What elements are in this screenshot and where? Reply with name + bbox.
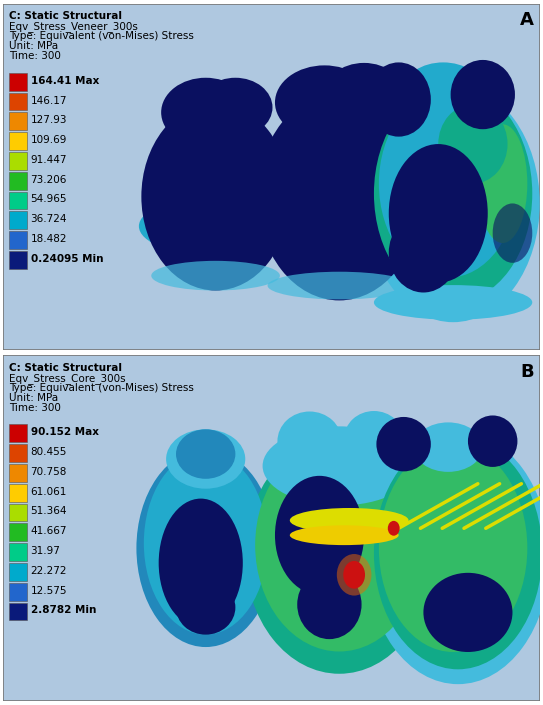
Ellipse shape <box>176 429 235 479</box>
Text: Time: 300: Time: 300 <box>9 51 61 61</box>
Text: C: Static Structural: C: Static Structural <box>9 11 122 21</box>
Ellipse shape <box>275 476 364 594</box>
Ellipse shape <box>166 429 245 489</box>
Bar <box>9 583 27 601</box>
Ellipse shape <box>198 78 273 137</box>
Text: Time: 300: Time: 300 <box>9 403 61 412</box>
Ellipse shape <box>344 411 403 465</box>
Ellipse shape <box>343 561 365 589</box>
Ellipse shape <box>139 197 292 256</box>
Ellipse shape <box>257 92 421 300</box>
Text: 41.667: 41.667 <box>30 526 67 537</box>
Text: 61.061: 61.061 <box>30 486 67 496</box>
Ellipse shape <box>297 570 362 639</box>
Ellipse shape <box>159 498 243 627</box>
Ellipse shape <box>252 199 426 263</box>
Ellipse shape <box>144 452 268 634</box>
Bar <box>9 172 27 190</box>
Ellipse shape <box>367 431 543 684</box>
Text: C: Static Structural: C: Static Structural <box>9 363 122 373</box>
Bar <box>9 231 27 249</box>
Text: 146.17: 146.17 <box>30 95 67 106</box>
Ellipse shape <box>468 415 517 467</box>
Text: 18.482: 18.482 <box>30 234 67 244</box>
Bar <box>9 251 27 269</box>
Ellipse shape <box>478 124 527 243</box>
Text: 12.575: 12.575 <box>30 586 67 596</box>
Ellipse shape <box>277 412 342 471</box>
Ellipse shape <box>337 554 371 596</box>
Bar <box>9 444 27 462</box>
Text: 90.152 Max: 90.152 Max <box>30 427 98 437</box>
Bar <box>9 212 27 229</box>
Ellipse shape <box>141 102 290 290</box>
Ellipse shape <box>136 449 275 647</box>
Ellipse shape <box>414 422 483 472</box>
Bar <box>9 92 27 111</box>
Text: 73.206: 73.206 <box>30 175 67 185</box>
Ellipse shape <box>374 285 532 320</box>
Ellipse shape <box>438 104 508 183</box>
Ellipse shape <box>151 261 280 290</box>
Text: 80.455: 80.455 <box>30 447 67 457</box>
Ellipse shape <box>290 525 399 545</box>
Ellipse shape <box>176 580 235 634</box>
Ellipse shape <box>255 439 424 651</box>
Ellipse shape <box>389 214 458 293</box>
Bar <box>9 73 27 91</box>
Text: 70.758: 70.758 <box>30 467 67 477</box>
Text: 164.41 Max: 164.41 Max <box>30 75 99 86</box>
Text: 0.24095 Min: 0.24095 Min <box>30 254 103 264</box>
Text: 2.8782 Min: 2.8782 Min <box>30 606 96 615</box>
Text: 91.447: 91.447 <box>30 155 67 165</box>
Text: 51.364: 51.364 <box>30 506 67 517</box>
Ellipse shape <box>268 271 411 300</box>
Ellipse shape <box>275 66 374 140</box>
Ellipse shape <box>161 78 250 147</box>
Bar <box>9 192 27 209</box>
Ellipse shape <box>451 60 515 129</box>
Ellipse shape <box>388 521 400 536</box>
Bar <box>9 112 27 130</box>
Bar <box>9 503 27 522</box>
Ellipse shape <box>374 436 542 669</box>
Ellipse shape <box>322 63 406 132</box>
Ellipse shape <box>376 417 431 472</box>
Text: 54.965: 54.965 <box>30 195 67 204</box>
Text: Eqv_Stress_Veneer_300s: Eqv_Stress_Veneer_300s <box>9 21 137 32</box>
Ellipse shape <box>367 85 540 322</box>
Ellipse shape <box>367 63 431 137</box>
Ellipse shape <box>424 573 513 652</box>
Ellipse shape <box>379 444 527 652</box>
Text: A: A <box>520 11 534 30</box>
Ellipse shape <box>290 508 408 533</box>
Ellipse shape <box>493 204 532 263</box>
Ellipse shape <box>379 90 517 278</box>
Text: Unit: MPa: Unit: MPa <box>9 41 58 51</box>
Bar <box>9 424 27 442</box>
Bar <box>9 152 27 170</box>
Text: 31.97: 31.97 <box>30 546 60 556</box>
Text: 36.724: 36.724 <box>30 214 67 224</box>
Bar <box>9 603 27 620</box>
Text: Type: Equivalent (von-Mises) Stress: Type: Equivalent (von-Mises) Stress <box>9 383 194 393</box>
Bar <box>9 563 27 581</box>
Ellipse shape <box>374 85 532 302</box>
Bar <box>9 464 27 482</box>
Bar <box>9 523 27 541</box>
Bar <box>9 132 27 150</box>
Ellipse shape <box>245 436 433 674</box>
Text: B: B <box>521 363 534 381</box>
Ellipse shape <box>403 63 483 117</box>
Bar <box>9 484 27 501</box>
Text: Eqv_Stress_Core_300s: Eqv_Stress_Core_300s <box>9 373 125 384</box>
Ellipse shape <box>263 427 416 505</box>
Text: Type: Equivalent (von-Mises) Stress: Type: Equivalent (von-Mises) Stress <box>9 31 194 41</box>
Text: 22.272: 22.272 <box>30 566 67 576</box>
Text: 109.69: 109.69 <box>30 135 67 145</box>
Ellipse shape <box>389 144 488 283</box>
Text: Unit: MPa: Unit: MPa <box>9 393 58 403</box>
Bar <box>9 543 27 561</box>
Text: 127.93: 127.93 <box>30 116 67 125</box>
